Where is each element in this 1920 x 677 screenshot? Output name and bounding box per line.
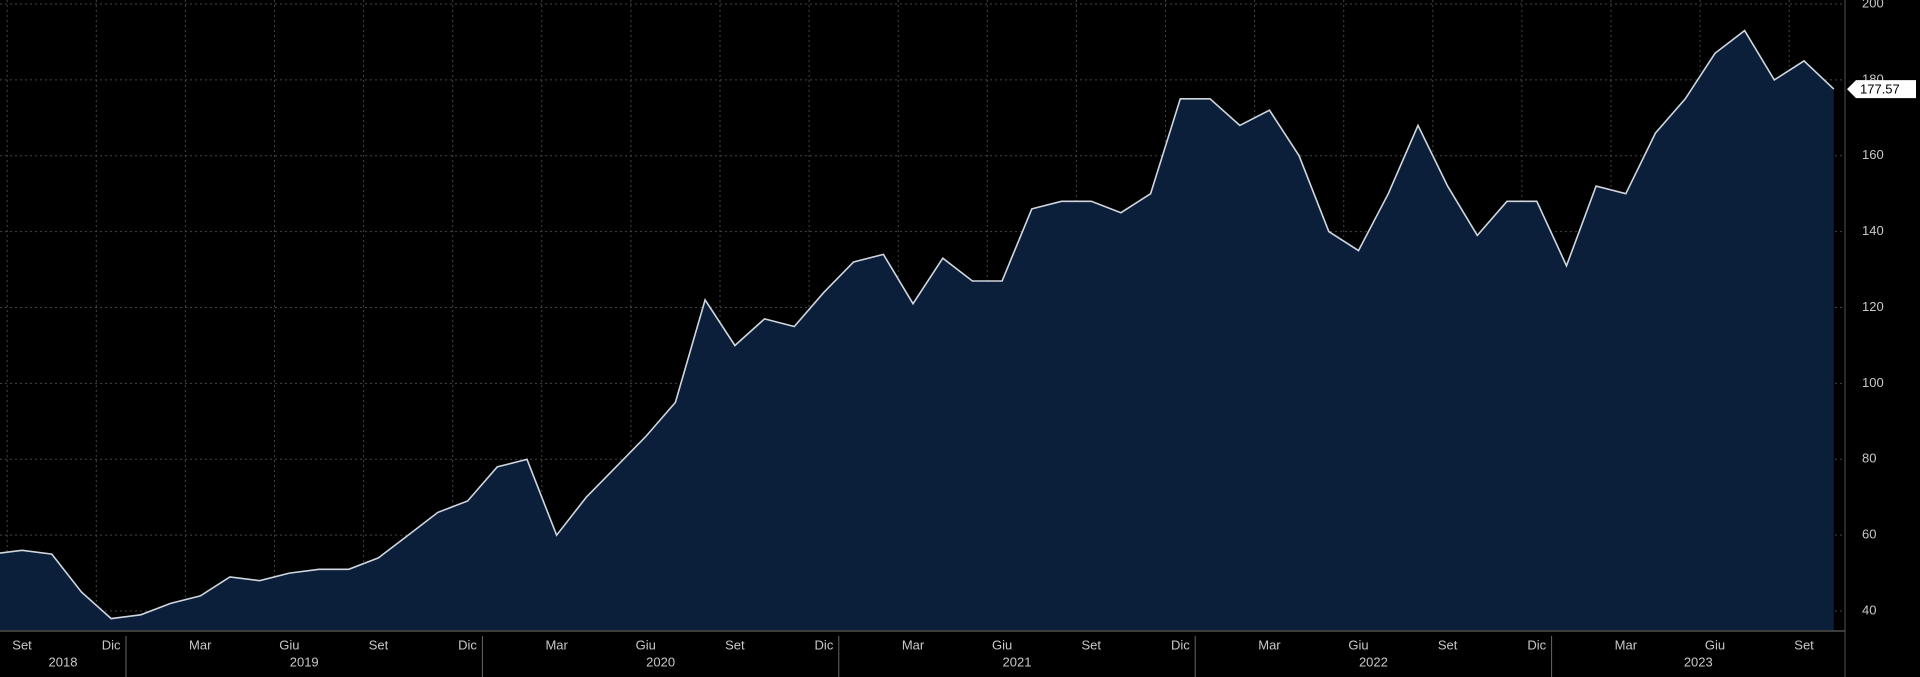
y-tick-label: 200	[1862, 0, 1884, 10]
x-tick-label: Giu	[1705, 637, 1725, 652]
y-tick-label: 80	[1862, 451, 1876, 466]
x-tick-label: Mar	[1258, 637, 1281, 652]
last-value-label: 177.57	[1860, 82, 1900, 97]
year-label: 2020	[646, 654, 675, 669]
x-tick-label: Giu	[1348, 637, 1368, 652]
area	[0, 30, 1834, 630]
x-tick-label: Mar	[1615, 637, 1638, 652]
x-tick-label: Set	[1794, 637, 1814, 652]
year-label: 2018	[49, 654, 78, 669]
last-value-tag	[1847, 80, 1916, 99]
year-label: 2021	[1003, 654, 1032, 669]
y-tick-label: 160	[1862, 147, 1884, 162]
x-tick-label: Mar	[545, 637, 568, 652]
x-tick-label: Set	[369, 637, 389, 652]
x-tick-label: Dic	[1527, 637, 1546, 652]
x-tick-label: Giu	[279, 637, 299, 652]
x-tick-label: Giu	[636, 637, 656, 652]
x-tick-label: Set	[1081, 637, 1101, 652]
year-label: 2023	[1684, 654, 1713, 669]
y-tick-label: 140	[1862, 223, 1884, 238]
x-tick-label: Set	[1438, 637, 1458, 652]
y-tick-label: 100	[1862, 375, 1884, 390]
year-label: 2022	[1359, 654, 1388, 669]
x-tick-label: Set	[725, 637, 745, 652]
x-tick-label: Dic	[102, 637, 121, 652]
y-tick-label: 40	[1862, 602, 1876, 617]
y-tick-label: 120	[1862, 299, 1884, 314]
x-tick-label: Dic	[815, 637, 834, 652]
x-tick-label: Set	[12, 637, 32, 652]
x-tick-label: Dic	[458, 637, 477, 652]
line	[0, 29, 1835, 620]
x-tick-label: Mar	[902, 637, 925, 652]
x-tick-label: Dic	[1171, 637, 1190, 652]
plot-area	[0, 29, 1835, 630]
year-label: 2019	[290, 654, 319, 669]
y-tick-label: 60	[1862, 527, 1876, 542]
x-tick-label: Giu	[992, 637, 1012, 652]
x-tick-label: Mar	[189, 637, 212, 652]
